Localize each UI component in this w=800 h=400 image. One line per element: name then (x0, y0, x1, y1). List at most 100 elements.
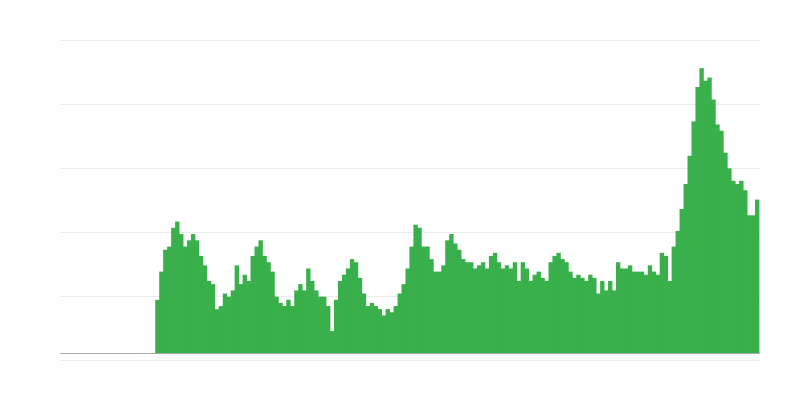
bar (401, 284, 406, 353)
bar (707, 77, 712, 353)
bar (222, 293, 228, 353)
bar (631, 271, 637, 353)
bar (357, 277, 363, 353)
bar (469, 262, 474, 353)
bar (393, 306, 398, 353)
bar (584, 281, 589, 353)
bar (417, 227, 422, 353)
bar (214, 309, 220, 353)
bar (755, 199, 760, 353)
bar (437, 271, 442, 353)
bar (596, 293, 601, 353)
bar (608, 281, 613, 353)
bar (572, 277, 577, 353)
bar (322, 296, 327, 353)
bar (504, 265, 510, 353)
bar (465, 262, 470, 353)
bar (290, 306, 295, 353)
bar (556, 252, 561, 353)
bar (643, 274, 649, 353)
bar (695, 86, 700, 353)
bar (747, 215, 752, 353)
bar (560, 259, 565, 353)
bar (159, 271, 164, 353)
bar (719, 130, 724, 353)
bar (238, 284, 243, 353)
bar (210, 284, 216, 353)
bar (258, 240, 263, 353)
bar (194, 240, 200, 353)
bar (524, 268, 530, 353)
bar (635, 271, 641, 353)
bar (619, 268, 625, 353)
bar (711, 99, 716, 353)
bar (306, 268, 311, 353)
bar (544, 281, 549, 353)
bar (679, 209, 684, 353)
bar (167, 246, 172, 353)
bar (663, 255, 669, 353)
bar (230, 290, 236, 353)
bar (206, 281, 212, 353)
bar (365, 306, 371, 353)
bar (266, 262, 271, 353)
bar (651, 271, 657, 353)
bar (476, 265, 482, 353)
bar (337, 281, 343, 353)
bar (385, 309, 390, 353)
bar (302, 290, 307, 353)
bar (516, 281, 522, 353)
bar (739, 180, 744, 353)
bar (405, 268, 410, 353)
bar (262, 255, 267, 353)
bar (623, 268, 629, 353)
bar (659, 252, 665, 353)
bar (723, 152, 728, 353)
bar (604, 290, 609, 353)
bar (433, 271, 438, 353)
bar (655, 274, 661, 353)
bar (743, 190, 748, 353)
bar (552, 255, 557, 353)
bar (691, 121, 696, 353)
bar (687, 155, 692, 353)
bar (163, 249, 168, 353)
bar (532, 274, 537, 353)
bar (647, 265, 653, 353)
bar (731, 180, 736, 353)
bar (528, 281, 533, 353)
bar (512, 262, 518, 353)
bar (226, 296, 232, 353)
bar (699, 68, 704, 354)
bar (492, 252, 498, 353)
bar (381, 315, 386, 353)
bar (377, 309, 383, 353)
bars (155, 68, 760, 354)
bar (179, 234, 184, 353)
bar (286, 299, 291, 353)
bar (508, 268, 514, 353)
bar (314, 290, 319, 353)
bar (600, 281, 605, 353)
bar (397, 293, 402, 353)
bar (329, 331, 335, 353)
bar (612, 290, 617, 353)
bar (592, 277, 597, 353)
bar (576, 274, 581, 353)
bar (568, 271, 573, 353)
bar (540, 277, 545, 353)
bar (449, 234, 454, 353)
bar (341, 274, 347, 353)
bar (274, 296, 279, 353)
bar (278, 302, 283, 353)
bar (627, 265, 633, 353)
bar (675, 230, 680, 353)
bar (373, 306, 379, 353)
bar (457, 249, 462, 353)
bar (175, 221, 180, 353)
bar (548, 262, 553, 353)
bar (190, 234, 196, 353)
bar (202, 265, 208, 353)
bar (389, 312, 394, 353)
